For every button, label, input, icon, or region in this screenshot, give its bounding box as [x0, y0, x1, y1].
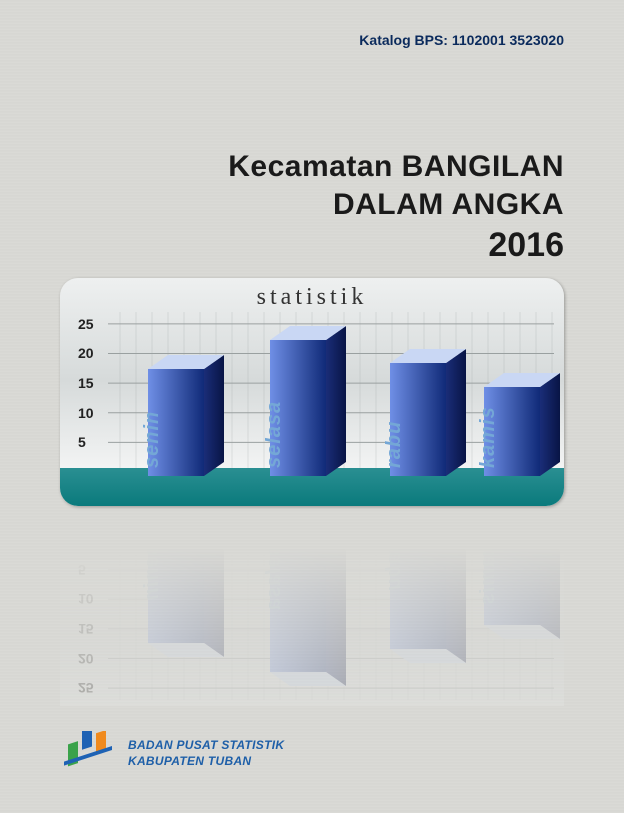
- bar-label: senin: [141, 544, 164, 601]
- footer-org-line-2: KABUPATEN TUBAN: [128, 753, 284, 769]
- bar-rabu: rabu: [390, 363, 466, 476]
- y-tick-label: 20: [78, 651, 94, 667]
- bar-kamis: kamis: [484, 387, 560, 476]
- bar-selasa: selasa: [270, 340, 346, 476]
- footer-text: BADAN PUSAT STATISTIK KABUPATEN TUBAN: [128, 737, 284, 769]
- cover-page: Katalog BPS: 1102001 3523020 Kecamatan B…: [0, 0, 624, 813]
- bar-kamis: kamis: [484, 536, 560, 625]
- bar-selasa: selasa: [270, 536, 346, 672]
- y-tick-label: 25: [78, 680, 94, 696]
- footer-org-line-1: BADAN PUSAT STATISTIK: [128, 737, 284, 753]
- footer: BADAN PUSAT STATISTIK KABUPATEN TUBAN: [60, 731, 284, 775]
- y-tick-label: 15: [78, 375, 94, 391]
- y-tick-label: 5: [78, 562, 86, 578]
- y-tick-label: 15: [78, 621, 94, 637]
- title-line-1: Kecamatan BANGILAN: [228, 148, 564, 186]
- title-word-1: Kecamatan: [228, 150, 393, 183]
- bar-rabu: rabu: [390, 536, 466, 649]
- title-block: Kecamatan BANGILAN DALAM ANGKA 2016: [228, 148, 564, 267]
- bps-logo-icon: [60, 731, 116, 775]
- bar-label: kamis: [477, 544, 500, 606]
- chart-header: statistik: [60, 701, 564, 706]
- y-tick-label: 20: [78, 345, 94, 361]
- bar-label: kamis: [477, 406, 500, 468]
- statistik-chart: 510152025statistikseninselasarabukamis: [60, 278, 564, 506]
- bar-senin: senin: [148, 536, 224, 643]
- title-year: 2016: [228, 223, 564, 267]
- bar-senin: senin: [148, 369, 224, 476]
- title-line-2: DALAM ANGKA: [228, 186, 564, 224]
- y-tick-label: 25: [78, 316, 94, 332]
- y-tick-label: 10: [78, 405, 94, 421]
- bar-label: selasa: [263, 401, 286, 468]
- bar-label: selasa: [263, 544, 286, 611]
- catalog-code: 1102001 3523020: [452, 32, 564, 48]
- catalog-label: Katalog BPS:: [359, 32, 448, 48]
- catalog-line: Katalog BPS: 1102001 3523020: [359, 32, 564, 48]
- chart-reflection: 510152025statistikseninselasarabukamis: [60, 506, 564, 706]
- chart-header: statistik: [60, 284, 564, 311]
- bar-label: senin: [141, 411, 164, 468]
- y-tick-label: 10: [78, 591, 94, 607]
- y-tick-label: 5: [78, 434, 86, 450]
- bar-label: rabu: [383, 421, 406, 468]
- bar-label: rabu: [383, 544, 406, 591]
- title-word-2: BANGILAN: [402, 150, 564, 183]
